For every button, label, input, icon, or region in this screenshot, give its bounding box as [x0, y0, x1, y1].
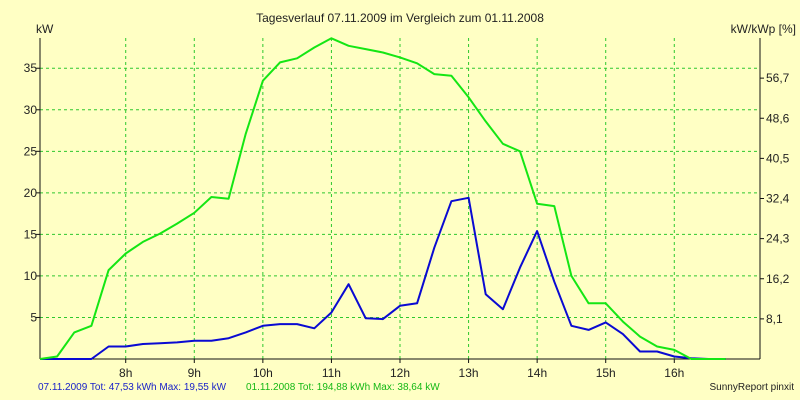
y-tick-label-left: 20 — [24, 186, 38, 200]
y-tick-label-right: 24,3 — [766, 232, 790, 246]
y-tick-label-left: 25 — [24, 144, 38, 158]
y-tick-label-right: 16,2 — [766, 272, 790, 286]
credit-text: SunnyReport pinxit — [709, 382, 795, 393]
y-tick-label-left: 35 — [24, 61, 38, 75]
series-lines — [39, 37, 726, 360]
x-tick-label: 14h — [527, 366, 547, 380]
series-line-07-11-2009 — [40, 196, 726, 360]
y-tick-label-right: 32,4 — [766, 192, 790, 206]
y-tick-label-right: 48,6 — [766, 111, 790, 125]
left-axis-unit: kW — [36, 22, 54, 36]
axes — [36, 38, 764, 363]
y-tick-label-right: 40,5 — [766, 151, 790, 165]
y-tick-label-left: 5 — [30, 310, 37, 324]
summary-01-11-2008: 01.11.2008 Tot: 194,88 kWh Max: 38,64 kW — [246, 382, 440, 393]
y-tick-label-left: 10 — [24, 269, 38, 283]
y-tick-label-right: 8,1 — [766, 312, 783, 326]
x-tick-label: 15h — [596, 366, 616, 380]
x-tick-label: 11h — [322, 366, 341, 380]
x-tick-label: 10h — [253, 366, 273, 380]
tick-labels: 8h 9h 10h 11h 12h 13h 14h 15h 16h 5 10 15 20 25 30 35 8,… — [24, 61, 790, 380]
x-tick-label: 16h — [664, 366, 684, 380]
x-tick-label: 8h — [119, 366, 132, 380]
y-tick-label-left: 30 — [24, 103, 38, 117]
series-line-01-11-2008 — [39, 37, 726, 360]
x-tick-label: 13h — [459, 366, 479, 380]
summary-07-11-2009: 07.11.2009 Tot: 47,53 kWh Max: 19,55 kW — [38, 382, 227, 393]
y-tick-label-right: 56,7 — [766, 71, 790, 85]
y-tick-label-left: 15 — [24, 227, 38, 241]
grid — [40, 38, 760, 359]
right-axis-unit: kW/kWp [%] — [731, 22, 796, 36]
x-tick-label: 9h — [188, 366, 201, 380]
x-tick-label: 12h — [390, 366, 410, 380]
chart-title: Tagesverlauf 07.11.2009 im Vergleich zum… — [256, 11, 544, 25]
